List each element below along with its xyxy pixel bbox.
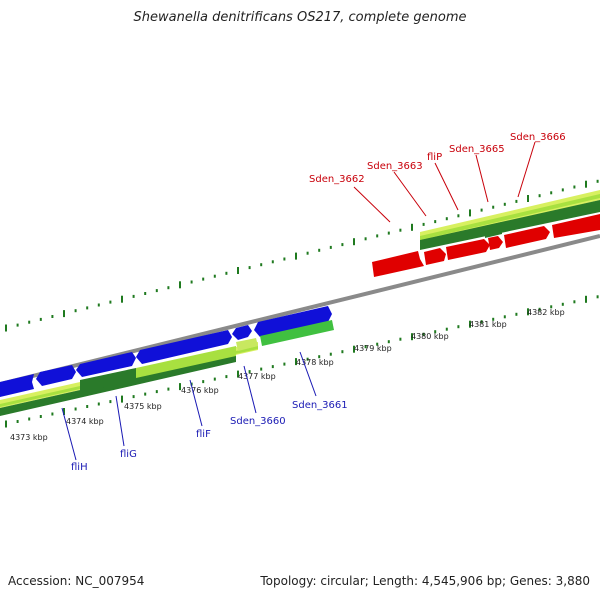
gene-sden-3660 — [232, 325, 252, 340]
bottom-gene-labels[interactable]: fliH fliG fliF Sden_3660 Sden_3661 — [61, 351, 348, 473]
gene-label-sden-3666[interactable]: Sden_3666 — [510, 132, 566, 143]
gene-next — [552, 214, 600, 238]
gene-flig-a — [36, 365, 76, 386]
kbp-labels: 4373 kbp 4374 kbp 4375 kbp 4376 kbp 4377… — [10, 308, 565, 442]
kbp-label: 4375 kbp — [124, 402, 162, 411]
gene-label-flih[interactable]: fliH — [71, 462, 88, 473]
outer-tick-track — [5, 179, 599, 332]
gene-sden-3663 — [424, 248, 446, 265]
upper-feature-bands — [420, 190, 600, 250]
kbp-label: 4378 kbp — [296, 358, 334, 367]
kbp-label: 4373 kbp — [10, 433, 48, 442]
kbp-label: 4374 kbp — [66, 417, 104, 426]
kbp-label: 4376 kbp — [181, 386, 219, 395]
forward-genes — [372, 214, 600, 277]
gene-label-flig[interactable]: fliG — [120, 449, 137, 460]
lower-feature-bands — [0, 320, 334, 416]
gene-flig-b — [76, 352, 136, 377]
kbp-label: 4377 kbp — [238, 372, 276, 381]
kbp-label: 4379 kbp — [354, 344, 392, 353]
gene-label-flif[interactable]: fliF — [196, 429, 211, 440]
gene-flif — [136, 330, 232, 364]
gene-label-flip[interactable]: fliP — [427, 152, 442, 163]
gene-label-sden-3663[interactable]: Sden_3663 — [367, 161, 423, 172]
gene-sden-3661 — [254, 306, 332, 337]
gene-sden-3662 — [372, 251, 424, 277]
kbp-label: 4380 kbp — [411, 332, 449, 341]
gene-label-sden-3661[interactable]: Sden_3661 — [292, 400, 348, 411]
top-gene-labels[interactable]: Sden_3662 Sden_3663 fliP Sden_3665 Sden_… — [309, 132, 566, 223]
accession-text: Accession: NC_007954 — [8, 574, 145, 588]
reverse-genes — [0, 306, 332, 397]
inner-tick-track — [5, 295, 599, 428]
gene-label-sden-3662[interactable]: Sden_3662 — [309, 174, 365, 185]
kbp-label: 4381 kbp — [469, 320, 507, 329]
gene-flih — [0, 374, 34, 397]
gene-label-sden-3665[interactable]: Sden_3665 — [449, 144, 505, 155]
genome-stats-text: Topology: circular; Length: 4,545,906 bp… — [260, 574, 590, 588]
gene-flip — [446, 239, 490, 260]
kbp-label: 4382 kbp — [527, 308, 565, 317]
genome-backbone — [0, 234, 600, 386]
gene-label-sden-3660[interactable]: Sden_3660 — [230, 416, 286, 427]
gene-sden-3666 — [504, 226, 550, 248]
gene-sden-3665 — [488, 236, 503, 250]
map-title: Shewanella denitrificans OS217, complete… — [133, 10, 467, 25]
